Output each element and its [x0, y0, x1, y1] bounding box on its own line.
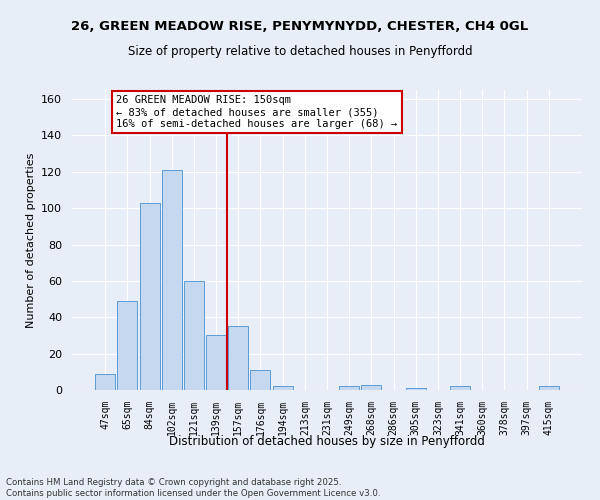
Bar — [228, 326, 248, 390]
Y-axis label: Number of detached properties: Number of detached properties — [26, 152, 35, 328]
Bar — [95, 374, 115, 390]
Text: Contains HM Land Registry data © Crown copyright and database right 2025.
Contai: Contains HM Land Registry data © Crown c… — [6, 478, 380, 498]
Bar — [118, 301, 137, 390]
Bar — [206, 336, 226, 390]
Bar — [539, 386, 559, 390]
Bar — [140, 202, 160, 390]
Text: Distribution of detached houses by size in Penyffordd: Distribution of detached houses by size … — [169, 435, 485, 448]
Bar — [406, 388, 426, 390]
Text: Size of property relative to detached houses in Penyffordd: Size of property relative to detached ho… — [128, 45, 472, 58]
Bar — [450, 386, 470, 390]
Bar — [184, 281, 204, 390]
Bar — [339, 386, 359, 390]
Bar — [361, 384, 382, 390]
Bar — [162, 170, 182, 390]
Bar — [272, 386, 293, 390]
Bar — [250, 370, 271, 390]
Text: 26, GREEN MEADOW RISE, PENYMYNYDD, CHESTER, CH4 0GL: 26, GREEN MEADOW RISE, PENYMYNYDD, CHEST… — [71, 20, 529, 33]
Text: 26 GREEN MEADOW RISE: 150sqm
← 83% of detached houses are smaller (355)
16% of s: 26 GREEN MEADOW RISE: 150sqm ← 83% of de… — [116, 96, 398, 128]
